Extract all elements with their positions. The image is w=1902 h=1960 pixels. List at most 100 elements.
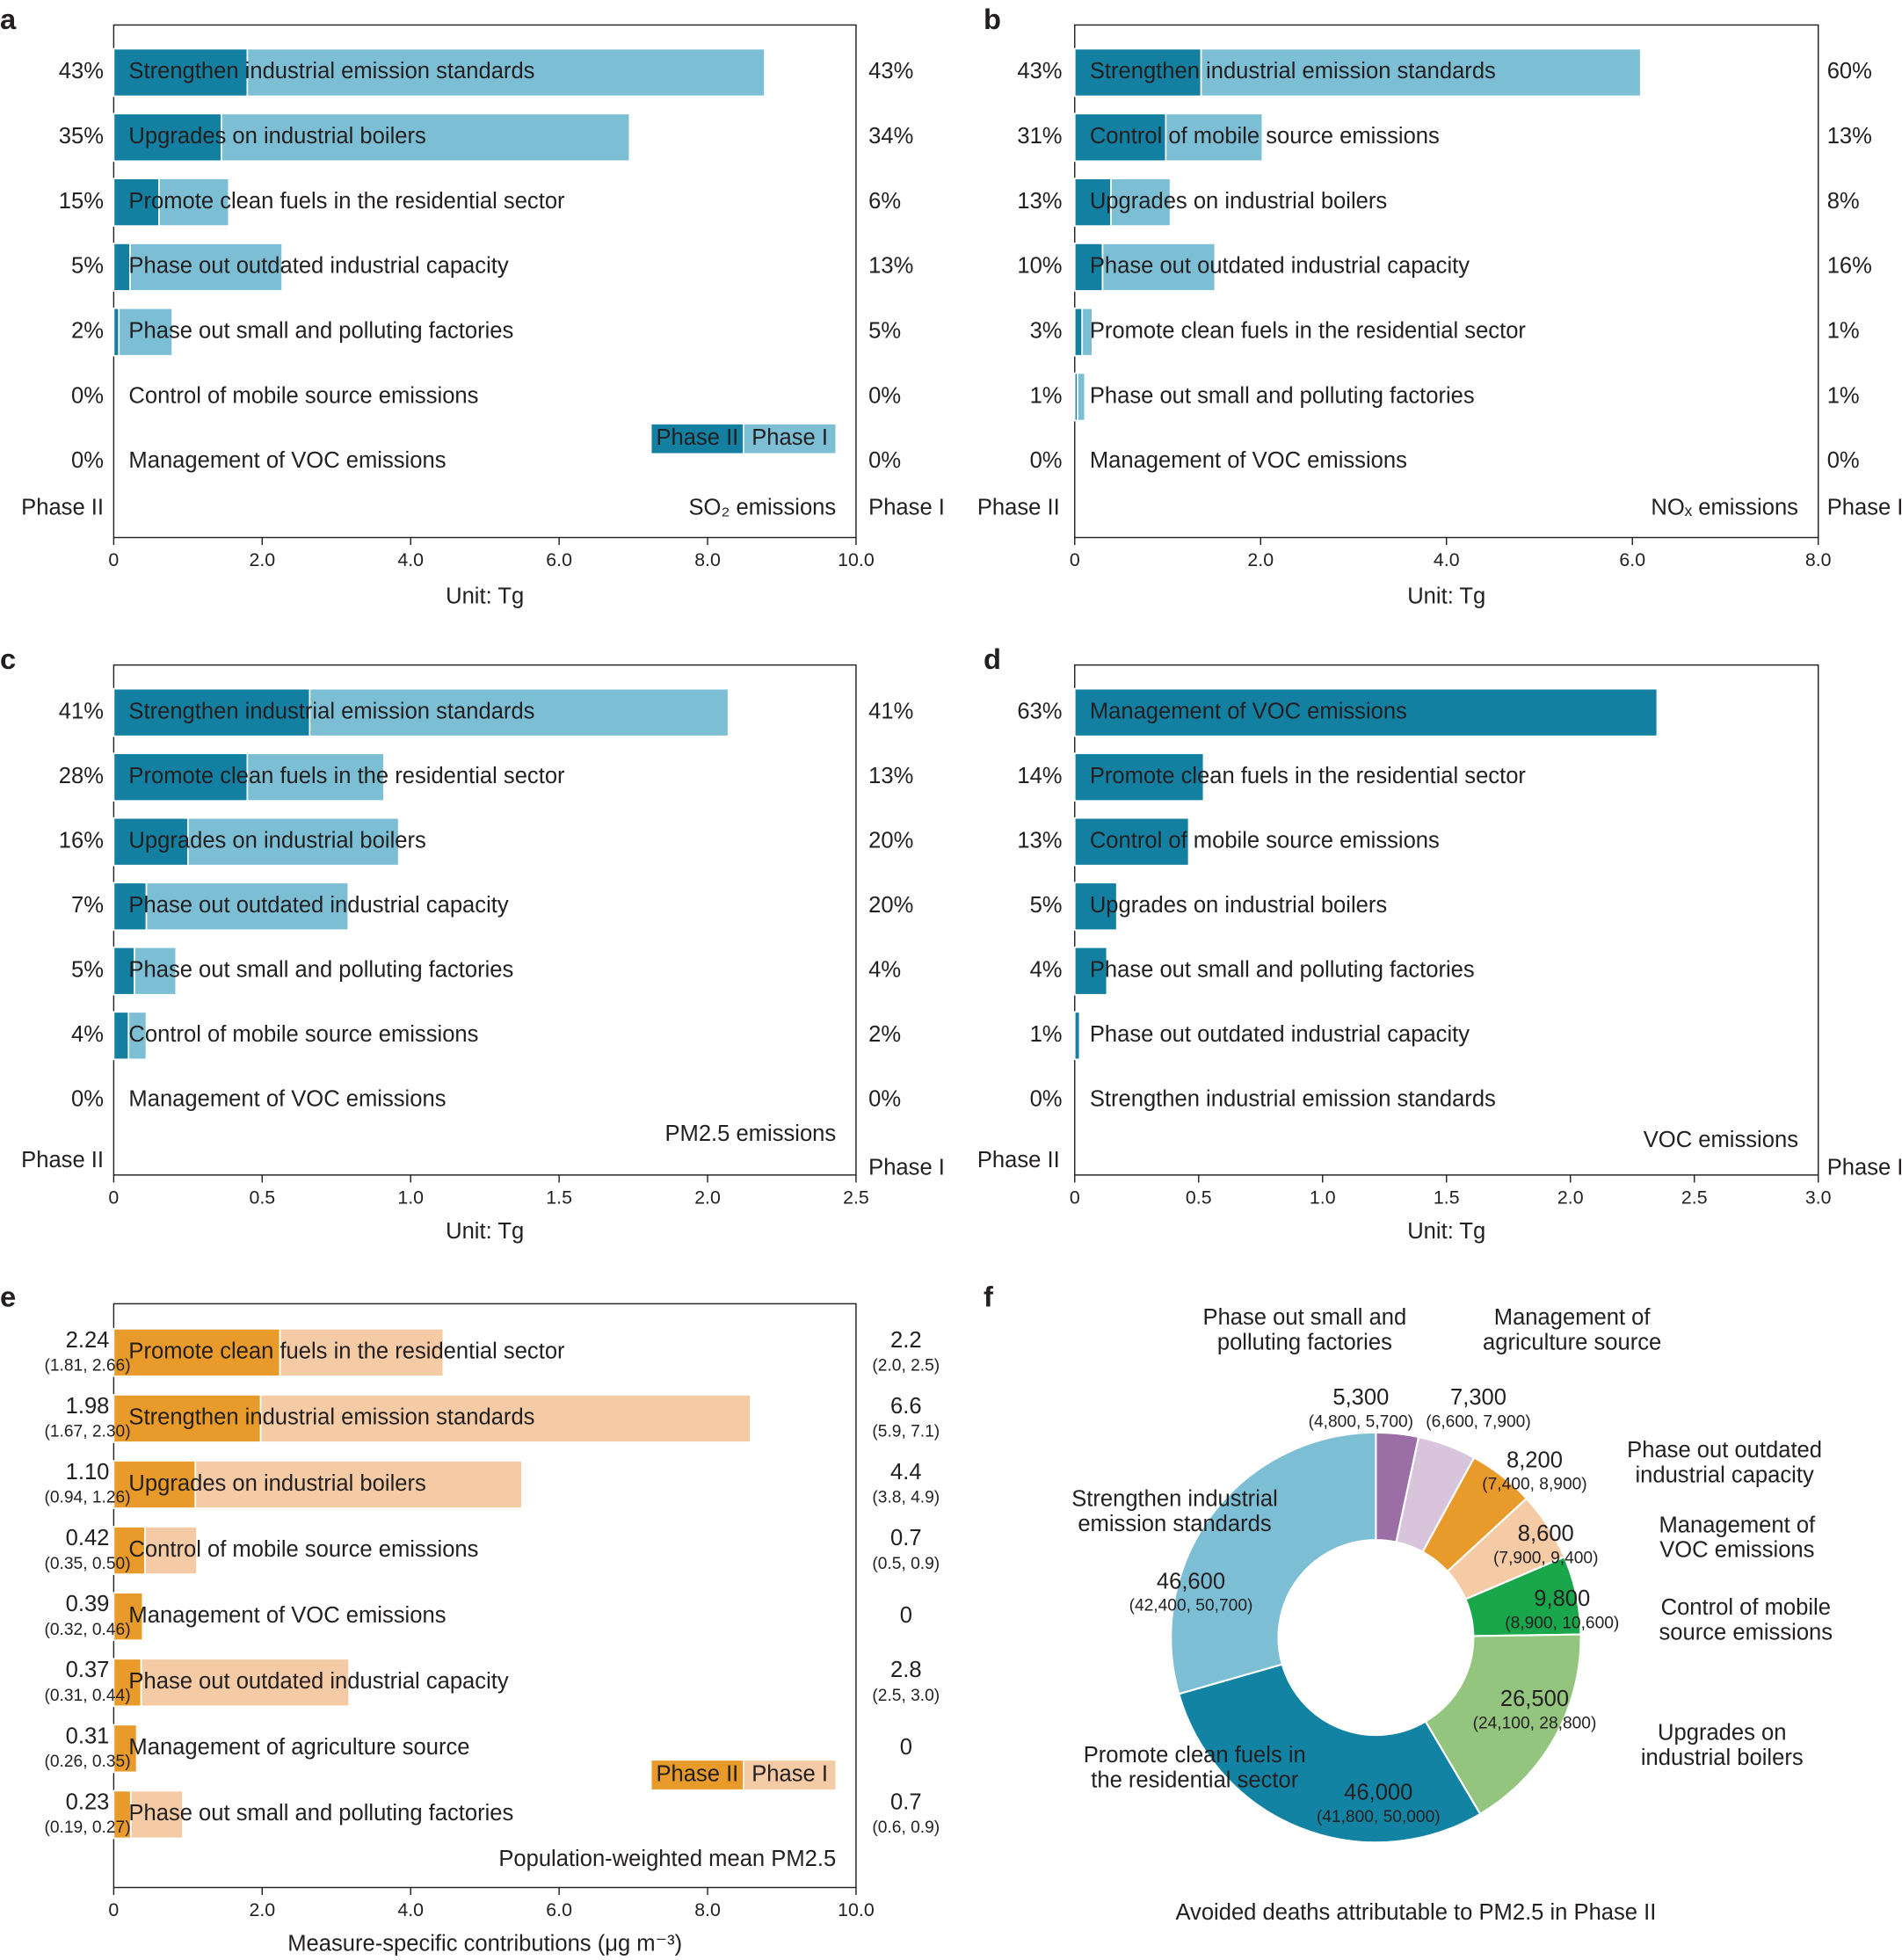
value-label: 6.6 <box>890 1394 922 1419</box>
share-label: 0% <box>71 448 104 473</box>
category-label: Phase out small and polluting factories <box>1090 383 1475 408</box>
share-label: 15% <box>59 189 104 214</box>
value-label: 46,000 <box>1344 1781 1412 1805</box>
category-label: Upgrades on industrial boilers <box>128 124 425 149</box>
category-label: Phase out small and polluting factories <box>1090 958 1475 983</box>
ci-label: (8,900, 10,600) <box>1505 1614 1619 1632</box>
category-label: Phase out small and polluting factories <box>128 958 513 983</box>
share-label: 3% <box>1030 318 1063 343</box>
legend-swatch <box>743 423 837 454</box>
x-tick-label: 2.5 <box>1681 1187 1708 1209</box>
bar-segment <box>113 752 249 802</box>
ci-label: (7,900, 9,400) <box>1493 1550 1598 1568</box>
value-label: 2.8 <box>890 1658 922 1682</box>
category-label: Control of mobile source emissions <box>128 1537 478 1562</box>
bar-segment <box>144 1526 198 1575</box>
category-label: Phase out outdated <box>1627 1438 1822 1463</box>
ci-label: (0.31, 0.44) <box>44 1687 130 1705</box>
bar-segment <box>186 817 400 867</box>
bar-segment <box>127 1011 148 1061</box>
value-label: 1.98 <box>66 1394 110 1419</box>
bar-segment <box>1073 946 1108 996</box>
share-label: 31% <box>1017 124 1062 149</box>
legend-swatch <box>650 423 744 454</box>
value-label: 0.23 <box>66 1789 110 1814</box>
category-label: Management of <box>1659 1513 1816 1537</box>
x-tick-label: 8.0 <box>694 549 721 570</box>
value-label: 8,200 <box>1506 1448 1563 1472</box>
legend-label: Phase II <box>656 425 738 450</box>
share-label: 14% <box>1017 764 1062 788</box>
category-label: Management of agriculture source <box>128 1735 469 1760</box>
column-header: Phase I <box>1827 1156 1902 1180</box>
x-tick-label: 1.5 <box>546 1187 572 1209</box>
bar-segment <box>1073 882 1118 932</box>
share-label: 16% <box>1827 254 1872 279</box>
x-tick-label: 0 <box>1070 549 1080 570</box>
share-label: 28% <box>59 764 104 788</box>
x-tick-label: 1.0 <box>1310 1187 1336 1209</box>
share-label: 1% <box>1827 383 1860 408</box>
bar-segment <box>1073 752 1205 802</box>
x-tick-label: 4.0 <box>397 549 424 570</box>
bar-segment <box>1110 178 1172 227</box>
share-label: 8% <box>1827 189 1860 214</box>
share-label: 41% <box>868 699 913 723</box>
bar-segment <box>145 882 350 932</box>
share-label: 5% <box>71 254 104 279</box>
bar-segment <box>1073 47 1202 98</box>
category-label: the residential sector <box>1091 1768 1298 1792</box>
x-tick-label: 2.0 <box>1557 1187 1584 1209</box>
ci-label: (4,800, 5,700) <box>1309 1413 1413 1432</box>
x-axis-label: Unit: Tg <box>1407 1219 1485 1244</box>
bar-segment <box>113 307 120 357</box>
bar-segment <box>113 1460 197 1509</box>
share-label: 34% <box>868 124 913 149</box>
ci-label: (2.0, 2.5) <box>872 1357 940 1376</box>
ci-label: (1.67, 2.30) <box>44 1423 130 1441</box>
bar-segment <box>1101 243 1216 292</box>
bar-segment <box>1077 372 1086 422</box>
legend-swatch <box>650 1759 744 1791</box>
share-label: 2% <box>71 318 104 343</box>
share-label: 0% <box>71 1087 104 1112</box>
bar-segment <box>113 687 311 737</box>
value-label: 4.4 <box>890 1460 922 1485</box>
ci-label: (1.81, 2.66) <box>44 1357 130 1376</box>
column-header: Phase II <box>21 496 104 520</box>
value-label: 0.37 <box>66 1658 110 1682</box>
share-label: 0% <box>1030 448 1063 473</box>
share-label: 4% <box>868 958 901 983</box>
legend-label: Phase I <box>751 1761 828 1786</box>
ci-label: (24,100, 28,800) <box>1473 1714 1597 1732</box>
share-label: 41% <box>59 699 104 723</box>
share-label: 13% <box>868 254 913 279</box>
bar-segment <box>1073 817 1190 867</box>
bar-segment <box>129 243 283 292</box>
share-label: 35% <box>59 124 104 149</box>
x-axis-label: Measure-specific contributions (μg m⁻³) <box>287 1932 682 1956</box>
share-label: 0% <box>868 448 901 473</box>
ci-label: (2.5, 3.0) <box>872 1687 940 1705</box>
category-label: Phase out small and polluting factories <box>128 318 513 343</box>
bar-segment <box>1165 113 1264 163</box>
category-label: Upgrades on industrial boilers <box>128 1471 425 1496</box>
bar-segment <box>113 1011 130 1061</box>
share-label: 5% <box>1030 893 1063 918</box>
bar-segment <box>134 946 178 996</box>
share-label: 13% <box>1017 189 1062 214</box>
panel-letter: c <box>0 642 16 675</box>
share-label: 13% <box>1017 828 1062 853</box>
category-label: Strengthen industrial emission standards <box>1090 1087 1496 1112</box>
ci-label: (3.8, 4.9) <box>872 1489 940 1507</box>
panel-label: Population-weighted mean PM2.5 <box>498 1847 836 1871</box>
share-label: 1% <box>1827 318 1860 343</box>
legend-label: Phase I <box>751 425 828 450</box>
x-tick-label: 0 <box>108 549 119 570</box>
bar-segment <box>309 687 730 737</box>
category-label: Phase out small and <box>1203 1305 1407 1330</box>
x-tick-label: 2.5 <box>843 1187 869 1209</box>
category-label: Strengthen industrial emission standards <box>128 1405 534 1430</box>
plot-frame <box>113 1303 857 1889</box>
